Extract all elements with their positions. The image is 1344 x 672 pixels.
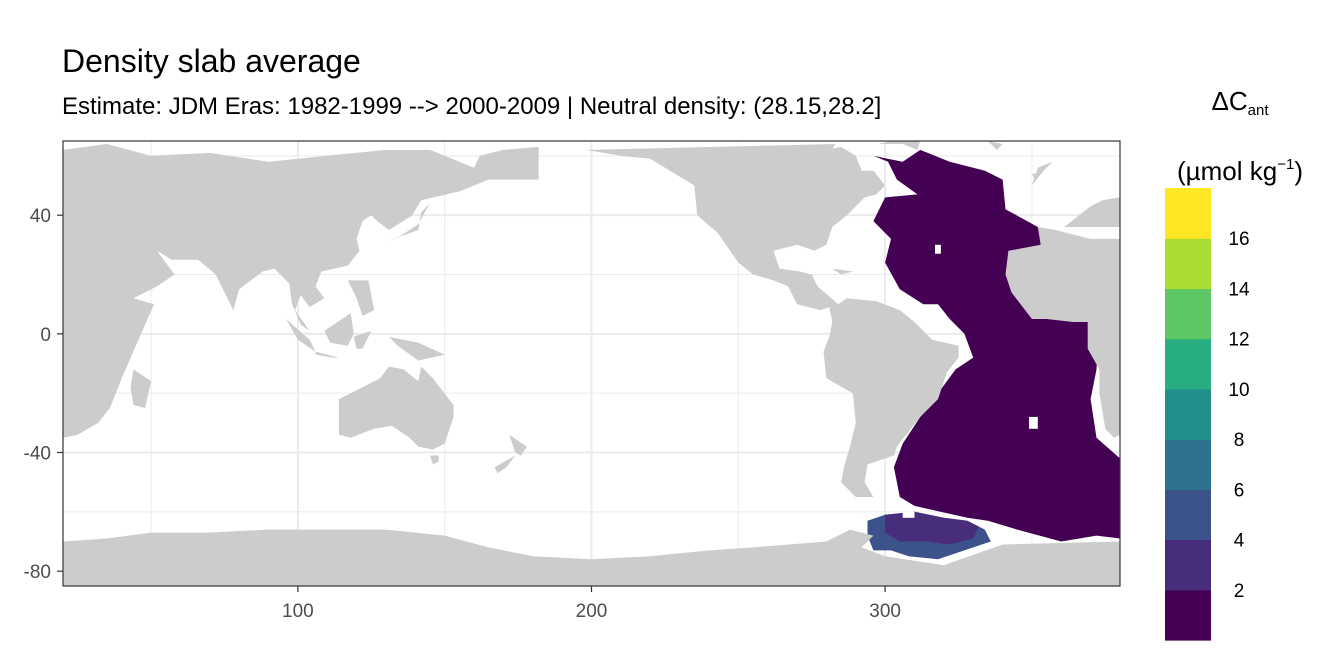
legend-swatch [1165, 188, 1211, 239]
x-tick-label: 100 [282, 601, 314, 622]
legend-unit-open: (µmol kg [1177, 156, 1278, 186]
landmass [987, 141, 1003, 150]
landmass [494, 455, 516, 474]
legend-swatch [1165, 439, 1211, 490]
landmass [353, 330, 372, 349]
ocean-gap [902, 511, 915, 518]
ocean-gap [935, 244, 941, 254]
landmass [347, 280, 375, 316]
x-tick-label: 300 [869, 601, 901, 622]
legend-label: 8 [1234, 430, 1245, 451]
legend-label: 2 [1234, 581, 1245, 602]
y-tick-label: 0 [40, 325, 51, 346]
x-tick-label: 200 [576, 601, 608, 622]
y-tick-label: -80 [24, 562, 51, 583]
chart-title: Density slab average [62, 43, 361, 79]
legend-label: 14 [1228, 279, 1250, 300]
legend-label: 10 [1228, 380, 1249, 401]
plot-panel [62, 140, 1121, 587]
landmass [315, 351, 339, 358]
legend-symbol: ΔC [1211, 86, 1248, 116]
legend-unit-sup: −1 [1277, 156, 1295, 173]
landmass [879, 141, 921, 150]
landmass [1031, 173, 1038, 180]
landmass [509, 434, 527, 456]
landmass [339, 366, 454, 450]
legend-swatch [1165, 338, 1211, 390]
legend-label: 4 [1234, 531, 1245, 552]
legend-label: 6 [1234, 480, 1245, 501]
legend-swatch [1165, 388, 1211, 440]
landmass [286, 319, 316, 352]
legend-swatch [1165, 539, 1211, 591]
legend-unit-close: ) [1294, 156, 1303, 186]
data-region-2 [885, 511, 980, 545]
legend-swatch [1165, 238, 1211, 290]
y-tick-label: -40 [24, 444, 51, 465]
landmass [1005, 197, 1120, 438]
legend-swatch [1165, 589, 1211, 641]
landmass [832, 268, 853, 275]
landmass [63, 529, 1120, 586]
landmass [430, 455, 439, 465]
landmass [585, 144, 959, 497]
legend: 2 4 6 8 10 12 14 16 [1165, 188, 1250, 641]
landmass [324, 313, 354, 346]
legend-label: 12 [1228, 330, 1249, 351]
land-mask [63, 141, 1120, 586]
legend-subscript: ant [1247, 102, 1269, 119]
chart-subtitle: Estimate: JDM Eras: 1982-1999 --> 2000-2… [62, 93, 882, 120]
legend-label: 16 [1228, 229, 1249, 250]
legend-swatch [1165, 288, 1211, 340]
y-tick-label: 40 [30, 206, 51, 227]
ocean-gap [1029, 416, 1038, 429]
landmass [130, 369, 152, 408]
landmass [388, 336, 445, 361]
legend-title: ΔCant (µmol kg−1) [1150, 84, 1330, 188]
landmass [63, 144, 539, 438]
legend-swatch [1165, 489, 1211, 541]
